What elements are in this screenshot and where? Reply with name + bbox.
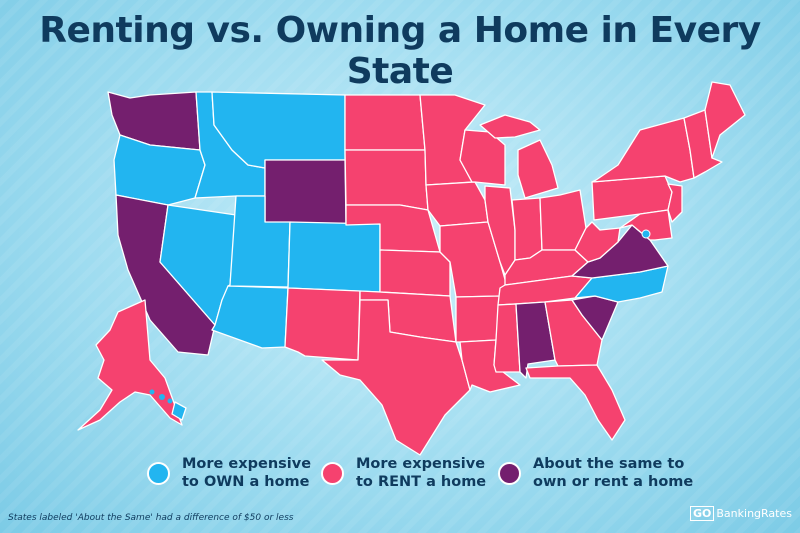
footnote: States labeled 'About the Same' had a di… <box>8 513 294 523</box>
legend-item-same: About the same to own or rent a home <box>498 455 693 491</box>
legend-label-rent-line1: More expensive <box>356 456 486 472</box>
state-nd <box>344 94 426 151</box>
legend-label-same-line1: About the same to <box>533 456 685 472</box>
legend-label-same-line2: own or rent a home <box>533 474 694 490</box>
state-hi <box>149 389 187 421</box>
state-ar <box>455 295 501 343</box>
state-sd <box>344 149 429 211</box>
state-nm <box>284 287 361 361</box>
state-ks <box>379 249 451 297</box>
state-hi-island <box>167 398 173 404</box>
legend-label-rent-line2: to RENT a home <box>356 474 487 490</box>
state-hi-island <box>159 394 165 400</box>
state-in <box>511 197 543 261</box>
logo-go: GO <box>690 506 715 521</box>
state-mi <box>517 139 559 199</box>
legend-label-own-line2: to OWN a home <box>182 474 310 490</box>
state-dc <box>641 229 651 239</box>
state-tx <box>321 299 471 456</box>
state-mi-upper <box>479 114 541 139</box>
logo-name: BankingRates <box>716 507 792 520</box>
state-hi-island <box>149 389 155 395</box>
legend-dot-own <box>147 461 170 485</box>
page-title: Renting vs. Owning a Home in Every State <box>39 10 761 92</box>
state-ak <box>77 299 183 431</box>
state-nj <box>667 183 683 223</box>
legend-item-rent: More expensive to RENT a home <box>321 455 486 491</box>
state-az <box>211 285 289 349</box>
state-md <box>619 209 673 241</box>
state-co <box>287 221 381 293</box>
state-ia <box>425 181 489 227</box>
legend-label-own-line1: More expensive <box>182 456 312 472</box>
state-wy <box>264 159 347 226</box>
state-me <box>704 81 746 159</box>
legend-dot-rent <box>321 461 344 485</box>
gobankingrates-logo: GO BankingRates <box>690 506 792 521</box>
state-fl <box>525 364 626 441</box>
state-ny <box>591 117 695 183</box>
legend-item-own: More expensive to OWN a home <box>147 455 311 491</box>
legend-dot-same <box>498 461 521 485</box>
state-hi-big-island <box>171 401 187 421</box>
